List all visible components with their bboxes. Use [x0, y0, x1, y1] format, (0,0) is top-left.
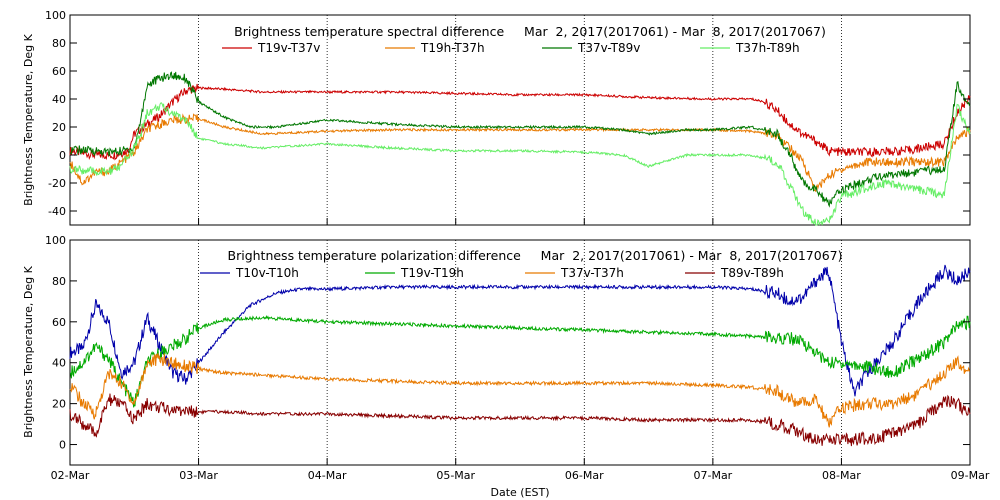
legend-label: T37h-T89h [735, 41, 800, 55]
series-lines [69, 71, 971, 226]
series-line [69, 353, 971, 428]
y-tick-label: -40 [48, 205, 66, 218]
legend-label: T89v-T89h [720, 266, 784, 280]
series-line [69, 113, 971, 193]
x-tick-label: 09-Mar [951, 469, 990, 482]
series-line [69, 393, 971, 447]
y-tick-label: 20 [52, 121, 66, 134]
legend-label: T19h-T37h [420, 41, 485, 55]
chart-title: Brightness temperature spectral differen… [234, 24, 826, 39]
y-tick-label: 0 [59, 439, 66, 452]
series-line [70, 314, 971, 408]
legend-label: T10v-T10h [235, 266, 299, 280]
x-tick-label: 08-Mar [822, 469, 861, 482]
y-tick-label: 80 [52, 275, 66, 288]
y-tick-label: 60 [52, 65, 66, 78]
y-tick-label: 100 [45, 9, 66, 22]
x-axis-ticks: 02-Mar 03-Mar 04-Mar 05-Mar 06-Mar 07-Mar 08-M… [51, 458, 990, 482]
y-axis-label: Brightness Temperature, Deg K [22, 265, 35, 437]
series-lines [69, 264, 971, 447]
y-tick-label: 0 [59, 149, 66, 162]
x-tick-label: 07-Mar [693, 469, 732, 482]
vertical-grid [69, 15, 971, 225]
y-axis-ticks: 0 20 40 60 80 100 [45, 234, 970, 452]
y-axis-label: Brightness Temperature, Deg K [22, 33, 35, 205]
y-axis-ticks: -40 -20 0 20 40 60 80 100 [45, 9, 970, 218]
y-tick-label: -20 [48, 177, 66, 190]
plot-frame [69, 14, 971, 226]
legend-label: T37v-T37h [560, 266, 624, 280]
spectral-difference-panel: -40 -20 0 20 40 60 80 100 Brightness Temperatur… [22, 9, 971, 226]
series-line [69, 102, 971, 226]
series-line [69, 71, 971, 208]
y-tick-label: 60 [52, 316, 66, 329]
x-tick-label: 02-Mar [51, 469, 90, 482]
legend-label: T19v-T37v [257, 41, 320, 55]
legend: T10v-T10h T19v-T19h T37v-T37h T89v-T89h [200, 266, 784, 280]
y-tick-label: 40 [52, 357, 66, 370]
x-tick-label: 04-Mar [308, 469, 347, 482]
polarization-difference-panel: 0 20 40 60 80 100 02-Mar 03-Mar 04-Mar 05-Mar 06-… [22, 234, 990, 499]
x-tick-label: 05-Mar [436, 469, 475, 482]
legend: T19v-T37v T19h-T37h T37v-T89v T37h-T89h [222, 41, 800, 55]
chart-title: Brightness temperature polarization diff… [228, 248, 843, 263]
x-axis-label: Date (EST) [490, 486, 549, 499]
x-tick-label: 03-Mar [179, 469, 218, 482]
series-line [69, 83, 971, 161]
series-line [69, 264, 971, 397]
y-tick-label: 40 [52, 93, 66, 106]
y-tick-label: 100 [45, 234, 66, 247]
y-tick-label: 80 [52, 37, 66, 50]
legend-label: T19v-T19h [400, 266, 464, 280]
legend-label: T37v-T89v [577, 41, 640, 55]
plot-frame [69, 239, 971, 466]
y-tick-label: 20 [52, 398, 66, 411]
x-tick-label: 06-Mar [565, 469, 604, 482]
